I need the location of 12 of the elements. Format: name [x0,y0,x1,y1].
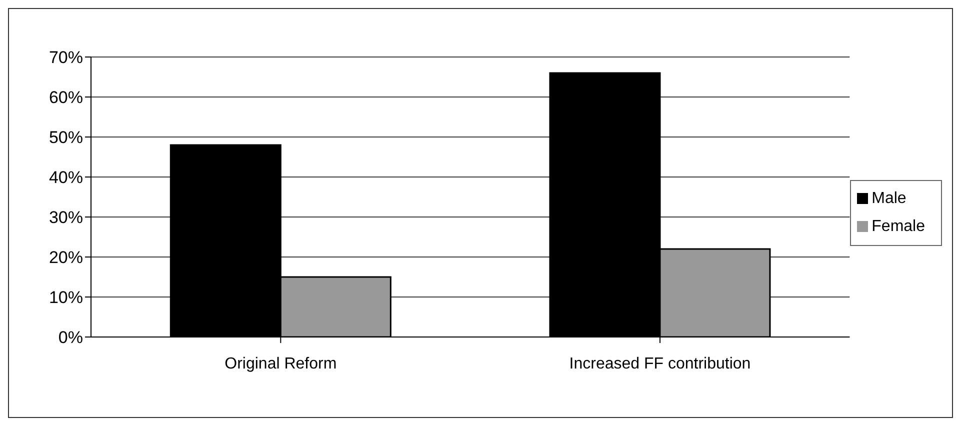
y-tick-label: 30% [48,208,83,228]
y-tick-label: 70% [48,48,83,68]
legend-label: Male [872,190,906,207]
y-tick-label: 60% [48,88,83,108]
x-tick-label: Original Reform [224,355,337,372]
legend-label: Female [872,218,925,235]
x-tick-label: Increased FF contribution [569,355,751,372]
y-tick-label: 10% [48,288,83,308]
y-tick-label: 40% [48,168,83,188]
y-tick-label: 50% [48,128,83,148]
y-tick-label: 20% [48,248,83,268]
y-tick-label: 0% [58,328,83,348]
